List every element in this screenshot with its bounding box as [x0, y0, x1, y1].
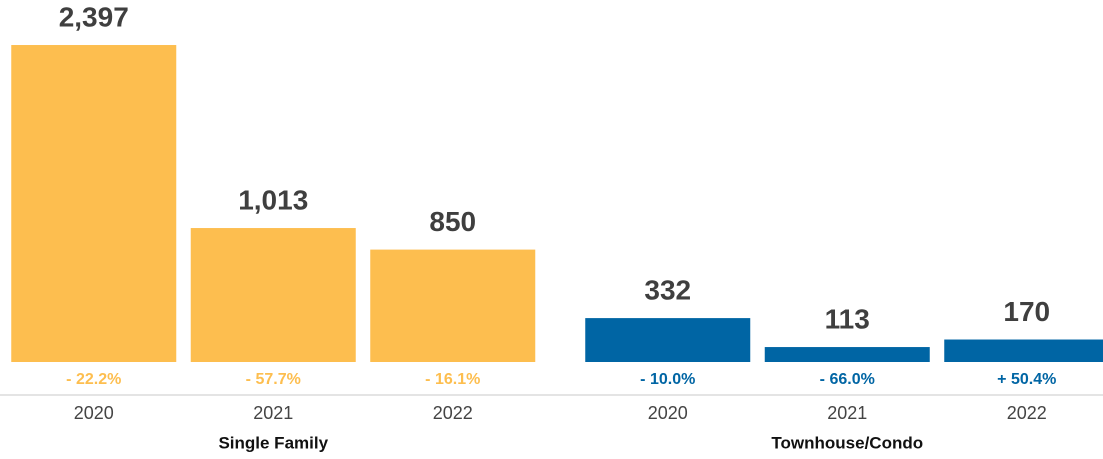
group-label: Single Family	[218, 433, 328, 452]
bar	[764, 347, 930, 362]
x-tick-label: 2020	[648, 403, 688, 423]
x-tick-label: 2022	[1007, 403, 1047, 423]
change-label: - 16.1%	[425, 371, 480, 388]
change-label: + 50.4%	[997, 371, 1056, 388]
bar	[585, 318, 751, 362]
x-tick-label: 2021	[827, 403, 867, 423]
value-label: 850	[429, 206, 476, 237]
x-tick-label: 2022	[433, 403, 473, 423]
value-label: 332	[644, 274, 691, 305]
change-label: - 10.0%	[640, 371, 695, 388]
value-label: 1,013	[238, 184, 308, 215]
value-label: 2,397	[59, 1, 129, 32]
change-label: - 66.0%	[820, 371, 875, 388]
bar	[370, 249, 536, 362]
value-label: 170	[1003, 296, 1050, 327]
bar	[944, 339, 1103, 362]
change-label: - 22.2%	[66, 371, 121, 388]
change-label: - 57.7%	[246, 371, 301, 388]
bar	[190, 228, 356, 362]
x-tick-label: 2020	[74, 403, 114, 423]
group-label: Townhouse/Condo	[771, 433, 923, 452]
bar	[11, 45, 177, 362]
value-label: 113	[825, 303, 870, 334]
x-tick-label: 2021	[253, 403, 293, 423]
